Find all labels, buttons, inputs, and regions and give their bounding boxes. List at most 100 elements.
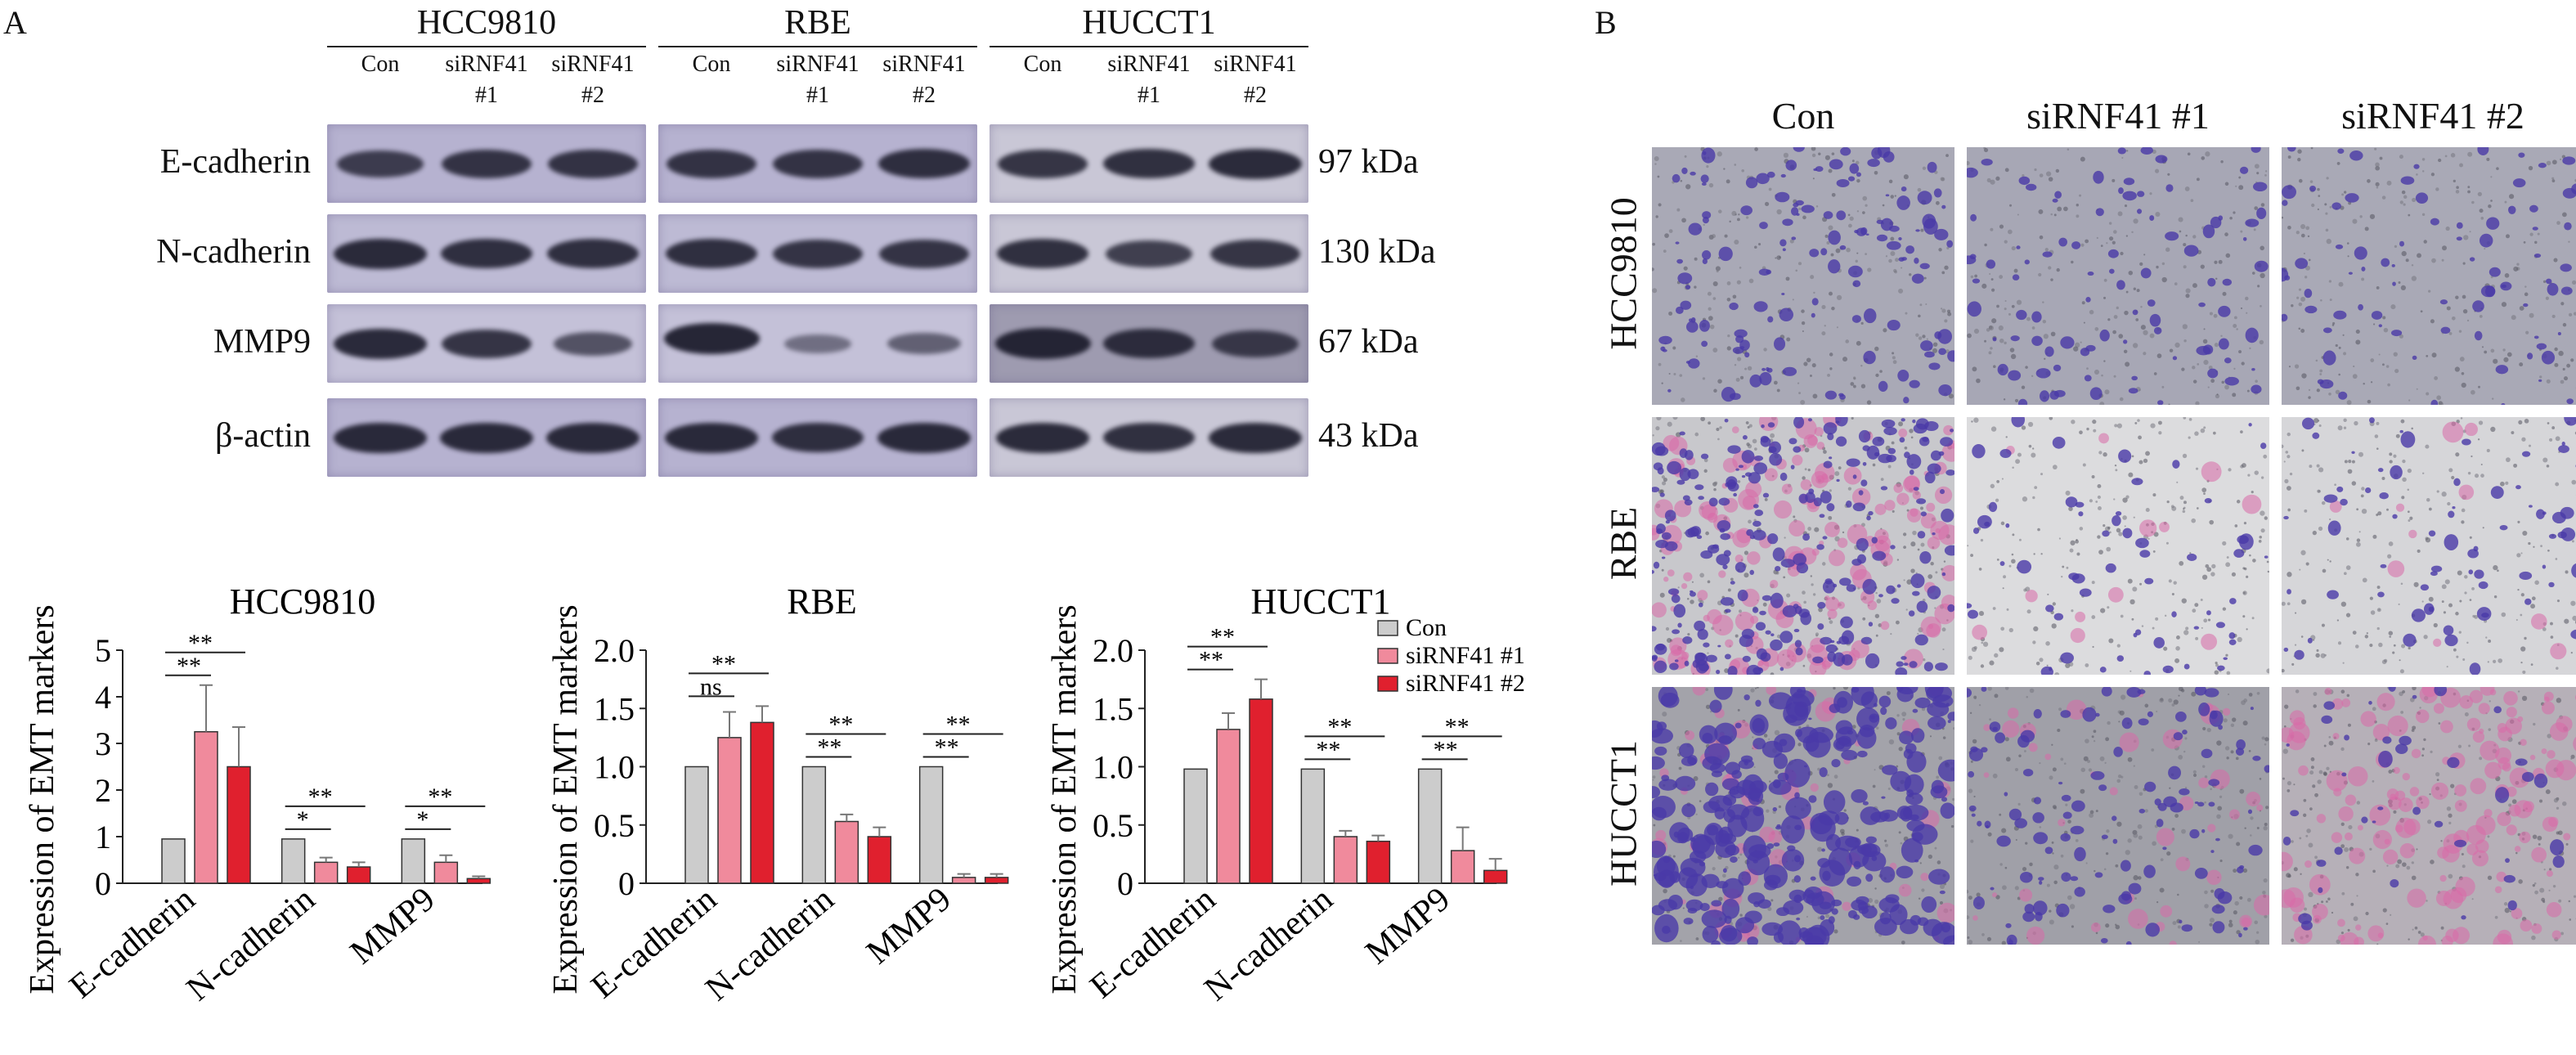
pore-dot [1707, 580, 1711, 584]
pore-dot [1874, 887, 1877, 890]
pore-dot [2203, 426, 2206, 429]
pore-dot [2067, 148, 2070, 151]
pore-dot [2031, 375, 2034, 377]
pore-dot [2316, 388, 2320, 393]
pore-dot [2525, 330, 2529, 334]
pore-dot [2490, 200, 2493, 202]
stained-cell [1810, 815, 1836, 842]
pore-dot [2323, 744, 2327, 747]
pore-dot [2455, 295, 2459, 299]
stained-cell [1835, 436, 1847, 447]
stained-cell [2197, 801, 2205, 807]
pore-dot [1917, 632, 1919, 635]
pore-dot [2386, 864, 2389, 867]
stained-cell [1829, 159, 1843, 170]
stained-cell [2488, 267, 2501, 277]
pore-dot [2113, 498, 2116, 501]
stained-cell-pink [2070, 627, 2085, 644]
pore-dot [2239, 896, 2243, 900]
pore-dot [2225, 653, 2228, 657]
pore-dot [2304, 907, 2307, 911]
pore-dot [1978, 611, 1985, 617]
pore-dot [2520, 593, 2524, 597]
stained-cell [1822, 580, 1835, 594]
pore-dot [2421, 170, 2425, 173]
stained-cell [1711, 940, 1721, 945]
pore-dot [2135, 318, 2139, 321]
stained-cell [2201, 828, 2206, 833]
pore-dot [2493, 358, 2498, 364]
pore-dot [2564, 618, 2569, 624]
stained-cell [1718, 735, 1733, 745]
pore-dot [2450, 153, 2456, 158]
pore-dot [2238, 176, 2242, 179]
stained-cell [2562, 187, 2576, 199]
stained-cell-pink [2556, 716, 2573, 733]
lane-label: Con [361, 52, 400, 77]
stained-cell [2290, 810, 2300, 817]
pore-dot [2480, 217, 2484, 220]
pore-dot [2228, 923, 2233, 927]
stained-cell [1780, 173, 1786, 178]
stained-cell [1972, 444, 1986, 459]
stained-cell [2212, 921, 2225, 934]
pore-dot [1829, 367, 1833, 370]
stained-cell-pink [2355, 924, 2362, 931]
protein-band [772, 149, 864, 178]
pore-dot [2486, 448, 2490, 453]
pore-dot [1813, 291, 1815, 294]
stained-cell [1865, 873, 1874, 882]
pore-dot [2247, 474, 2251, 477]
stained-cell-pink [2044, 753, 2052, 761]
panel-a-label: A [3, 4, 27, 41]
pore-dot [2315, 653, 2320, 658]
stained-cell [1857, 750, 1868, 758]
pore-dot [2350, 902, 2354, 906]
pore-dot [2163, 646, 2168, 651]
stained-cell [2541, 350, 2556, 365]
stained-cell [2499, 524, 2508, 531]
pore-dot [2004, 168, 2009, 173]
stained-cell-pink [2480, 740, 2500, 761]
pore-dot [1978, 703, 1981, 707]
stained-cell [2113, 747, 2123, 757]
pore-dot [2120, 775, 2124, 779]
significance-marker: ** [1434, 736, 1458, 763]
pore-dot [2501, 612, 2506, 617]
pore-dot [2412, 928, 2414, 931]
pore-dot [2014, 886, 2019, 891]
stained-cell [1742, 774, 1764, 801]
protein-band [333, 422, 428, 453]
pore-dot [2480, 474, 2484, 478]
lane-label: siRNF41 [1214, 52, 1297, 77]
pore-dot [2387, 383, 2390, 387]
stained-cell [1912, 419, 1916, 424]
protein-band [547, 149, 639, 178]
pore-dot [2232, 717, 2237, 722]
stained-cell [1722, 564, 1728, 570]
cell-line-header: HUCCT1 [1082, 4, 1216, 42]
pore-dot [2266, 560, 2269, 563]
stained-cell-pink [1800, 479, 1812, 491]
stained-cell-pink [2520, 738, 2527, 747]
pore-dot [2477, 438, 2480, 441]
stained-cell [1652, 654, 1658, 660]
pore-dot [2461, 508, 2466, 513]
stained-cell [1823, 422, 1838, 435]
stained-cell [2323, 494, 2338, 503]
stained-cell [1656, 721, 1667, 731]
stained-cell-pink [1941, 442, 1954, 462]
pore-dot [1888, 738, 1895, 745]
pore-dot [2381, 476, 2385, 480]
stained-cell [2560, 506, 2574, 519]
pore-dot [2426, 900, 2428, 902]
pore-dot [1763, 348, 1767, 352]
pore-dot [2352, 631, 2357, 635]
pore-dot [1700, 417, 1706, 422]
pore-dot [1903, 545, 1906, 550]
stained-cell-pink [2497, 811, 2511, 827]
stained-cell [1699, 725, 1718, 744]
pore-dot [1902, 718, 1905, 721]
pore-dot [2487, 835, 2490, 838]
